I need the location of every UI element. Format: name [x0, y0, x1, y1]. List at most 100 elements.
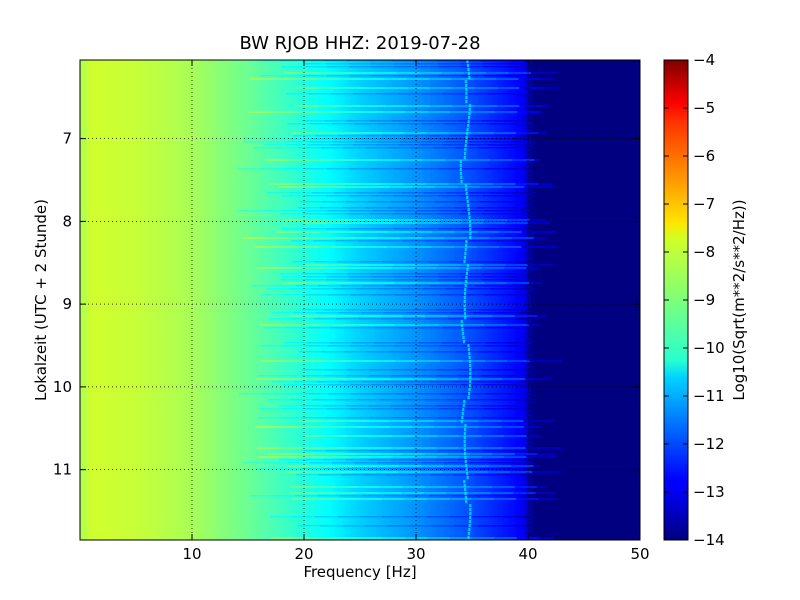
tone-segment [467, 532, 471, 536]
heatmap-streak [354, 237, 378, 239]
heatmap-streak [349, 408, 373, 410]
heatmap-streak [439, 294, 463, 296]
heatmap-streak [391, 369, 415, 371]
heatmap-streak [388, 147, 412, 149]
heatmap-streak [483, 168, 507, 170]
heatmap-streak [263, 327, 286, 329]
heatmap-streak [294, 78, 318, 80]
heatmap-streak [392, 450, 416, 452]
heatmap-streak [402, 240, 426, 242]
tone-segment [460, 180, 463, 184]
tone-segment [467, 396, 470, 400]
heatmap-column [354, 60, 358, 540]
heatmap-streak [529, 345, 540, 347]
heatmap-streak [297, 525, 321, 527]
heatmap-streak [335, 486, 359, 488]
heatmap-column [141, 60, 145, 540]
heatmap-streak [421, 462, 445, 464]
heatmap-streak [452, 285, 476, 287]
heatmap-streak [301, 459, 325, 461]
heatmap-streak [403, 318, 427, 320]
heatmap-streak [438, 228, 462, 230]
heatmap-column [337, 60, 341, 540]
heatmap-column [374, 60, 378, 540]
heatmap-streak [257, 267, 281, 269]
heatmap-streak [426, 498, 450, 500]
heatmap-streak [432, 525, 455, 527]
heatmap-column [637, 60, 640, 540]
heatmap-streak [330, 144, 354, 146]
heatmap-streak [480, 468, 503, 470]
heatmap-streak [371, 228, 395, 230]
tone-segment [467, 68, 470, 72]
heatmap-streak [413, 405, 437, 407]
tone-segment [461, 328, 464, 332]
heatmap-streak [381, 261, 405, 263]
heatmap-streak [394, 66, 417, 68]
heatmap-column [287, 60, 291, 540]
heatmap-column [586, 60, 591, 540]
heatmap-column [553, 60, 557, 540]
tone-segment [464, 284, 467, 288]
heatmap-streak [371, 195, 394, 197]
heatmap-streak [481, 267, 505, 269]
heatmap-streak [524, 468, 540, 470]
heatmap-streak [347, 267, 370, 269]
heatmap-column [488, 60, 493, 540]
heatmap-streak [521, 231, 545, 233]
heatmap-column [508, 60, 512, 540]
heatmap-streak [473, 78, 497, 80]
heatmap-column [262, 60, 266, 540]
tone-segment [468, 356, 471, 360]
heatmap-streak [350, 219, 373, 221]
tone-segment [468, 388, 471, 392]
tone-segment [463, 256, 467, 260]
heatmap-streak [538, 516, 540, 518]
heatmap-streak [441, 342, 465, 344]
heatmap-streak [500, 351, 524, 353]
heatmap-streak [416, 210, 440, 212]
heatmap-streak [487, 327, 510, 329]
heatmap-column [522, 60, 526, 540]
heatmap-streak [256, 447, 280, 449]
tone-segment [462, 408, 465, 412]
heatmap-streak [335, 315, 359, 317]
heatmap-column [200, 60, 204, 540]
heatmap-streak [519, 285, 540, 287]
heatmap-streak [423, 138, 447, 140]
tone-segment [466, 476, 469, 480]
heatmap-streak [404, 261, 428, 263]
heatmap-streak [257, 417, 281, 419]
heatmap-streak [293, 111, 317, 113]
tone-segment [464, 428, 467, 432]
heatmap-streak [420, 144, 444, 146]
heatmap-column [444, 60, 448, 540]
heatmap-streak [305, 219, 329, 221]
heatmap-streak [459, 456, 482, 458]
heatmap-streak [277, 426, 301, 428]
heatmap-streak [399, 123, 423, 125]
heatmap-streak [541, 87, 559, 89]
heatmap-streak [359, 132, 382, 134]
heatmap-streak [514, 315, 538, 317]
heatmap-streak [303, 279, 327, 281]
tone-segment [466, 64, 470, 68]
heatmap-streak [472, 111, 496, 113]
heatmap-streak [529, 219, 546, 221]
heatmap-streak [459, 267, 482, 269]
heatmap-streak [347, 369, 370, 371]
heatmap-streak [461, 324, 485, 326]
tone-segment [463, 156, 466, 160]
heatmap-streak [294, 495, 318, 497]
heatmap-column [80, 60, 84, 540]
heatmap-streak [444, 462, 467, 464]
heatmap-streak [260, 408, 283, 410]
heatmap-column [519, 60, 523, 540]
heatmap-streak [434, 426, 457, 428]
heatmap-streak [521, 525, 540, 527]
heatmap-streak [436, 369, 460, 371]
heatmap-streak [533, 462, 540, 464]
heatmap-streak [375, 93, 399, 95]
heatmap-streak [550, 264, 553, 266]
heatmap-streak [361, 381, 385, 383]
